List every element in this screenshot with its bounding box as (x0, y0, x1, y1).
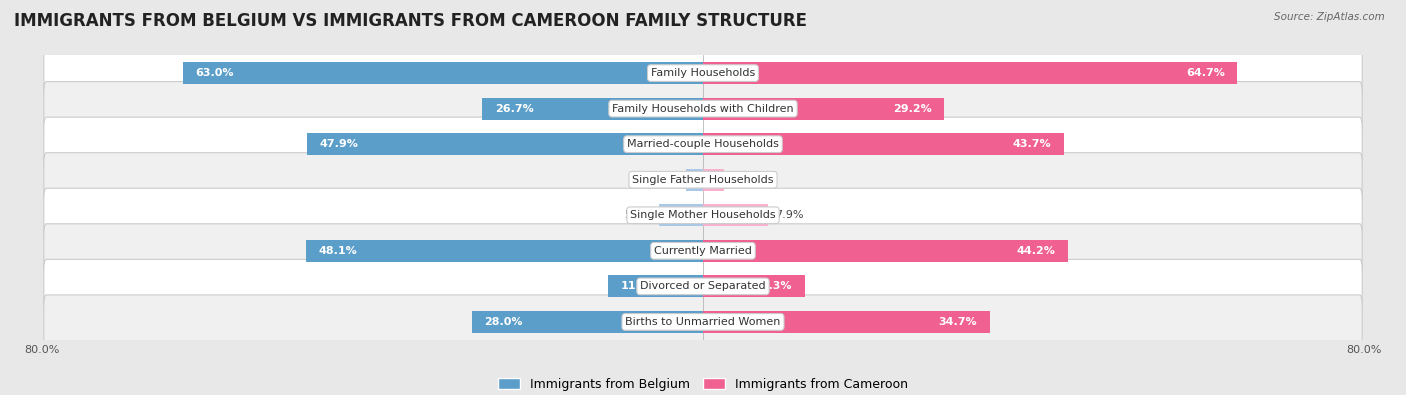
Legend: Immigrants from Belgium, Immigrants from Cameroon: Immigrants from Belgium, Immigrants from… (492, 373, 914, 395)
Text: 64.7%: 64.7% (1187, 68, 1225, 78)
Text: 34.7%: 34.7% (939, 317, 977, 327)
Bar (607, 275, 703, 297)
Text: Divorced or Separated: Divorced or Separated (640, 281, 766, 292)
Bar (703, 240, 1069, 262)
Text: 5.3%: 5.3% (624, 210, 652, 220)
Text: Family Households with Children: Family Households with Children (612, 103, 794, 114)
Text: 26.7%: 26.7% (495, 103, 534, 114)
Text: IMMIGRANTS FROM BELGIUM VS IMMIGRANTS FROM CAMEROON FAMILY STRUCTURE: IMMIGRANTS FROM BELGIUM VS IMMIGRANTS FR… (14, 12, 807, 30)
Bar (471, 311, 703, 333)
Text: Source: ZipAtlas.com: Source: ZipAtlas.com (1274, 12, 1385, 22)
Bar (703, 275, 804, 297)
Text: 44.2%: 44.2% (1017, 246, 1056, 256)
FancyBboxPatch shape (44, 46, 1362, 100)
Bar (686, 169, 703, 191)
FancyBboxPatch shape (44, 153, 1362, 207)
Text: 43.7%: 43.7% (1012, 139, 1052, 149)
FancyBboxPatch shape (44, 295, 1362, 349)
Text: Births to Unmarried Women: Births to Unmarried Women (626, 317, 780, 327)
Text: 47.9%: 47.9% (319, 139, 359, 149)
FancyBboxPatch shape (44, 260, 1362, 313)
Text: 12.3%: 12.3% (754, 281, 792, 292)
Bar (703, 62, 1237, 84)
FancyBboxPatch shape (44, 188, 1362, 242)
Bar (308, 133, 703, 155)
Bar (183, 62, 703, 84)
Text: Family Households: Family Households (651, 68, 755, 78)
Bar (305, 240, 703, 262)
Text: 63.0%: 63.0% (195, 68, 233, 78)
Text: 29.2%: 29.2% (893, 103, 932, 114)
Text: 11.5%: 11.5% (620, 281, 659, 292)
Text: Single Mother Households: Single Mother Households (630, 210, 776, 220)
Bar (659, 204, 703, 226)
Text: 48.1%: 48.1% (318, 246, 357, 256)
Bar (703, 133, 1064, 155)
FancyBboxPatch shape (44, 224, 1362, 278)
Text: Married-couple Households: Married-couple Households (627, 139, 779, 149)
Text: 28.0%: 28.0% (484, 317, 523, 327)
Text: 2.0%: 2.0% (651, 175, 681, 185)
Bar (703, 311, 990, 333)
Bar (482, 98, 703, 120)
Bar (703, 98, 945, 120)
Bar (703, 204, 768, 226)
Text: 2.5%: 2.5% (730, 175, 759, 185)
Text: Currently Married: Currently Married (654, 246, 752, 256)
Text: 7.9%: 7.9% (775, 210, 803, 220)
FancyBboxPatch shape (44, 117, 1362, 171)
Bar (703, 169, 724, 191)
FancyBboxPatch shape (44, 82, 1362, 135)
Text: Single Father Households: Single Father Households (633, 175, 773, 185)
